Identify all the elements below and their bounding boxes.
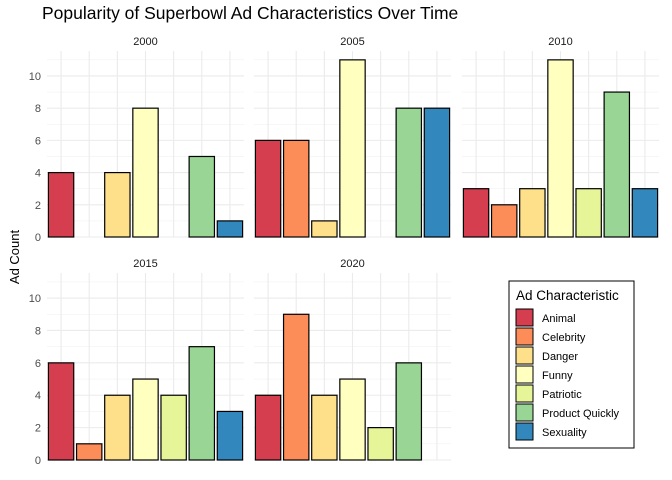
bar-2020-patriotic (367, 427, 394, 461)
legend-label: Product Quickly (542, 408, 620, 420)
facet-label: 2005 (340, 36, 364, 48)
legend: Ad Characteristic Animal Celebrity Danger F… (508, 280, 635, 449)
y-tick-label: 0 (35, 455, 41, 467)
facet-label: 2020 (340, 258, 364, 270)
bar-2005-celebrity (282, 139, 310, 238)
y-tick-label: 4 (35, 168, 41, 180)
bar-2000-product-quickly (188, 155, 216, 238)
bar-2015-patriotic (160, 394, 187, 461)
legend-title: Ad Characteristic (516, 288, 619, 303)
legend-item: Celebrity (515, 327, 586, 346)
bar-2005-animal (254, 139, 282, 238)
bar-2010-animal (462, 188, 490, 238)
bar-2010-danger (519, 188, 546, 238)
legend-item: Product Quickly (515, 403, 620, 422)
legend-label: Danger (542, 351, 578, 363)
bar-2010-patriotic (575, 188, 602, 238)
facet-panel-2000: 2000 0 2 4 6 8 10 (29, 36, 244, 244)
legend-swatch (515, 346, 534, 365)
facet-label: 2010 (548, 36, 572, 48)
bar-2000-animal (47, 171, 75, 238)
legend-swatch (515, 308, 534, 327)
facet-panels: 2000 0 2 4 6 8 10 2005 2010 2015 0 2 4 6 8 10 2020 (29, 36, 659, 467)
legend-label: Celebrity (542, 332, 586, 344)
bar-2005-product-quickly (395, 107, 423, 238)
y-tick-label: 6 (35, 358, 41, 370)
bar-2000-sexuality (216, 220, 244, 238)
y-tick-label: 8 (35, 103, 41, 115)
y-tick-label: 10 (29, 293, 41, 305)
legend-swatch (515, 403, 534, 422)
legend-item: Danger (515, 346, 578, 365)
legend-item: Animal (515, 308, 576, 327)
legend-label: Patriotic (542, 389, 582, 401)
bar-2005-danger (311, 220, 338, 238)
legend-label: Animal (542, 313, 576, 325)
facet-panel-2015: 2015 0 2 4 6 8 10 (29, 258, 244, 467)
bar-2020-danger (311, 394, 338, 461)
y-tick-label: 10 (29, 71, 41, 83)
y-tick-label: 8 (35, 325, 41, 337)
legend-items: Animal Celebrity Danger Funny Patriotic Produ… (515, 308, 620, 441)
legend-item: Patriotic (515, 384, 582, 403)
bar-2015-sexuality (216, 410, 244, 461)
facet-label: 2015 (133, 258, 157, 270)
bar-2010-sexuality (631, 188, 659, 238)
legend-item: Sexuality (515, 422, 587, 441)
y-axis-label: Ad Count (7, 230, 22, 285)
legend-swatch (515, 422, 534, 441)
bar-2015-animal (47, 362, 75, 461)
facet-panel-2010: 2010 (462, 36, 659, 238)
y-tick-label: 6 (35, 135, 41, 147)
facet-label: 2000 (133, 36, 157, 48)
y-tick-label: 0 (35, 232, 41, 244)
bar-2015-funny (132, 378, 159, 461)
bar-2020-funny (339, 378, 366, 461)
facet-panel-2020: 2020 (254, 258, 451, 461)
facet-panel-2005: 2005 (254, 36, 451, 238)
bar-2015-danger (104, 394, 131, 461)
bar-2010-funny (547, 59, 574, 238)
bar-2015-product-quickly (188, 346, 216, 461)
bar-2010-celebrity (490, 204, 518, 238)
legend-label: Funny (542, 370, 573, 382)
bar-2000-funny (132, 107, 159, 238)
bar-2000-danger (104, 171, 131, 238)
bar-2005-funny (339, 59, 366, 238)
bar-2020-animal (254, 394, 282, 461)
legend-swatch (515, 384, 534, 403)
bar-2020-celebrity (282, 313, 310, 461)
legend-label: Sexuality (542, 427, 587, 439)
y-tick-label: 2 (35, 423, 41, 435)
chart-title: Popularity of Superbowl Ad Characteristi… (42, 3, 458, 23)
bar-2015-celebrity (75, 443, 103, 461)
y-tick-label: 2 (35, 200, 41, 212)
bar-2005-sexuality (423, 107, 451, 238)
bar-2010-product-quickly (603, 91, 631, 238)
legend-item: Funny (515, 365, 573, 384)
legend-swatch (515, 365, 534, 384)
bar-2020-product-quickly (395, 362, 423, 461)
y-tick-label: 4 (35, 390, 41, 402)
legend-swatch (515, 327, 534, 346)
